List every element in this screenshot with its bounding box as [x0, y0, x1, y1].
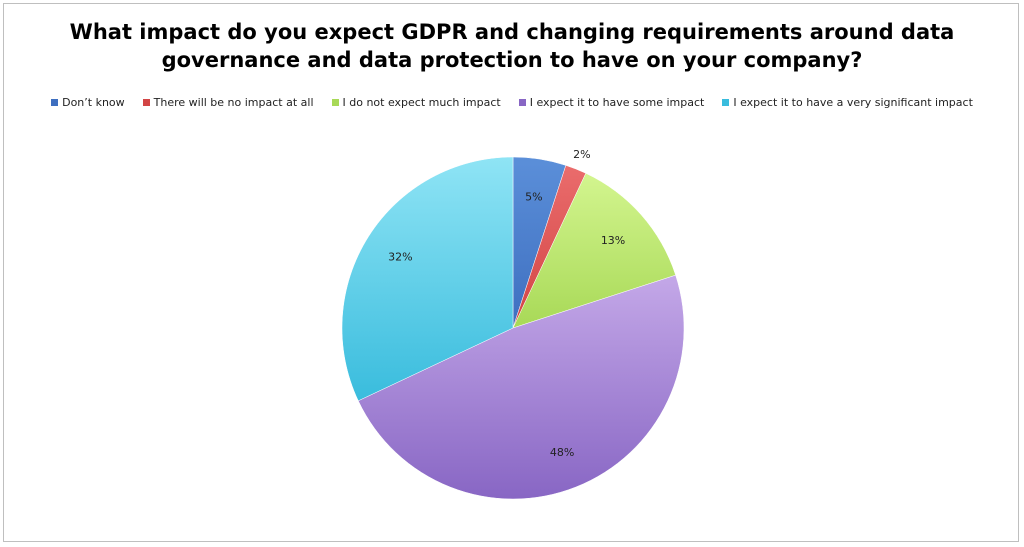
legend-label: I do not expect much impact — [342, 96, 501, 109]
legend-item: I do not expect much impact — [331, 96, 501, 109]
slice-value-label: 2% — [573, 148, 590, 161]
pie-slices — [341, 156, 685, 500]
legend-item: Don’t know — [51, 96, 125, 109]
pie-slice — [357, 274, 685, 500]
chart-title-line-2: governance and data protection to have o… — [161, 48, 863, 72]
slice-value-label: 48% — [550, 446, 574, 459]
pie-slice — [512, 172, 676, 329]
legend-label: There will be no impact at all — [153, 96, 314, 109]
legend-label: I expect it to have a very significant i… — [733, 96, 973, 109]
chart-frame: What impact do you expect GDPR and chang… — [3, 3, 1019, 542]
legend-swatch — [142, 99, 150, 106]
pie-labels: 5% 2% 13% 48% 32% — [388, 148, 625, 459]
legend-swatch — [518, 99, 526, 106]
chart-title-line-1: What impact do you expect GDPR and chang… — [69, 20, 955, 44]
legend-item: There will be no impact at all — [142, 96, 314, 109]
slice-value-label: 5% — [525, 190, 542, 203]
slice-value-label: 32% — [388, 251, 412, 264]
pie-chart: 5% 2% 13% 48% 32% — [341, 148, 685, 500]
legend-swatch — [331, 99, 339, 106]
chart-title: What impact do you expect GDPR and chang… — [4, 18, 1020, 74]
slice-value-label: 13% — [601, 234, 625, 247]
legend-label: I expect it to have some impact — [529, 96, 705, 109]
legend-label: Don’t know — [62, 96, 125, 109]
legend-swatch — [51, 99, 59, 106]
chart-legend: Don’t know There will be no impact at al… — [4, 96, 1020, 109]
legend-swatch — [722, 99, 730, 106]
pie-slice — [341, 156, 514, 402]
legend-item: I expect it to have a very significant i… — [722, 96, 973, 109]
legend-item: I expect it to have some impact — [518, 96, 705, 109]
